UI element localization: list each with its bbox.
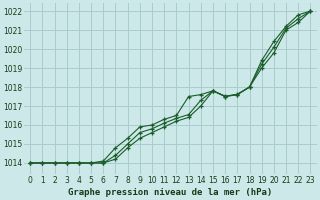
X-axis label: Graphe pression niveau de la mer (hPa): Graphe pression niveau de la mer (hPa) <box>68 188 272 197</box>
